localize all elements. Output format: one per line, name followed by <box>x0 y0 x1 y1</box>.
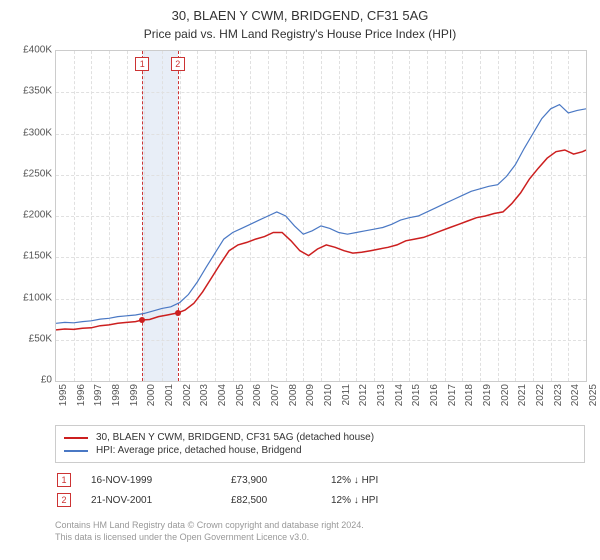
sale-marker-box: 2 <box>171 57 185 71</box>
x-tick-label: 2003 <box>199 384 210 420</box>
x-tick-label: 2024 <box>570 384 581 420</box>
x-tick-label: 2017 <box>447 384 458 420</box>
legend-swatch-property <box>64 437 88 439</box>
chart-container: 30, BLAEN Y CWM, BRIDGEND, CF31 5AG Pric… <box>0 0 600 560</box>
series-hpi <box>56 105 586 324</box>
sale-row-1: 1 16-NOV-1999 £73,900 12% ↓ HPI <box>55 470 585 490</box>
chart-subtitle: Price paid vs. HM Land Registry's House … <box>0 25 600 41</box>
x-tick-label: 2002 <box>182 384 193 420</box>
sale-marker-1: 1 <box>57 473 71 487</box>
legend-box: 30, BLAEN Y CWM, BRIDGEND, CF31 5AG (det… <box>55 425 585 463</box>
plot-area: 12 <box>55 50 587 382</box>
x-tick-label: 2011 <box>341 384 352 420</box>
x-tick-label: 2016 <box>429 384 440 420</box>
legend-label-hpi: HPI: Average price, detached house, Brid… <box>96 445 302 456</box>
x-tick-label: 1996 <box>76 384 87 420</box>
sale-dot <box>175 310 181 316</box>
x-tick-label: 2015 <box>411 384 422 420</box>
sale-diff-1: 12% ↓ HPI <box>331 475 451 486</box>
x-tick-label: 2004 <box>217 384 228 420</box>
x-tick-label: 2010 <box>323 384 334 420</box>
y-tick-label: £250K <box>4 168 52 179</box>
x-tick-label: 2013 <box>376 384 387 420</box>
y-tick-label: £400K <box>4 45 52 56</box>
x-tick-label: 2021 <box>517 384 528 420</box>
x-tick-label: 2001 <box>164 384 175 420</box>
legend-label-property: 30, BLAEN Y CWM, BRIDGEND, CF31 5AG (det… <box>96 432 374 443</box>
x-tick-label: 1995 <box>58 384 69 420</box>
y-tick-label: £350K <box>4 86 52 97</box>
y-tick-label: £100K <box>4 292 52 303</box>
x-tick-label: 2012 <box>358 384 369 420</box>
x-tick-label: 2006 <box>252 384 263 420</box>
y-tick-label: £300K <box>4 127 52 138</box>
footer-line-2: This data is licensed under the Open Gov… <box>55 532 585 544</box>
line-overlay <box>56 51 586 381</box>
y-tick-label: £200K <box>4 210 52 221</box>
x-tick-label: 2018 <box>464 384 475 420</box>
x-tick-label: 2022 <box>535 384 546 420</box>
x-tick-label: 2025 <box>588 384 599 420</box>
sales-table: 1 16-NOV-1999 £73,900 12% ↓ HPI 2 21-NOV… <box>55 470 585 510</box>
sale-date-1: 16-NOV-1999 <box>91 475 231 486</box>
chart-title: 30, BLAEN Y CWM, BRIDGEND, CF31 5AG <box>0 0 600 25</box>
sale-price-1: £73,900 <box>231 475 331 486</box>
x-tick-label: 2019 <box>482 384 493 420</box>
sale-price-2: £82,500 <box>231 495 331 506</box>
y-tick-label: £0 <box>4 375 52 386</box>
footer-line-1: Contains HM Land Registry data © Crown c… <box>55 520 585 532</box>
sale-marker-box: 1 <box>135 57 149 71</box>
x-tick-label: 1998 <box>111 384 122 420</box>
x-tick-label: 2020 <box>500 384 511 420</box>
sale-diff-2: 12% ↓ HPI <box>331 495 451 506</box>
x-tick-label: 2014 <box>394 384 405 420</box>
y-tick-label: £150K <box>4 251 52 262</box>
x-tick-label: 2000 <box>146 384 157 420</box>
x-tick-label: 2023 <box>553 384 564 420</box>
sale-marker-2: 2 <box>57 493 71 507</box>
sale-date-2: 21-NOV-2001 <box>91 495 231 506</box>
x-tick-label: 2007 <box>270 384 281 420</box>
legend-swatch-hpi <box>64 450 88 452</box>
x-tick-label: 1997 <box>93 384 104 420</box>
x-tick-label: 2009 <box>305 384 316 420</box>
x-tick-label: 2005 <box>235 384 246 420</box>
legend-row-property: 30, BLAEN Y CWM, BRIDGEND, CF31 5AG (det… <box>64 431 576 444</box>
legend-row-hpi: HPI: Average price, detached house, Brid… <box>64 444 576 457</box>
sale-row-2: 2 21-NOV-2001 £82,500 12% ↓ HPI <box>55 490 585 510</box>
y-tick-label: £50K <box>4 333 52 344</box>
x-tick-label: 1999 <box>129 384 140 420</box>
x-tick-label: 2008 <box>288 384 299 420</box>
footer-attribution: Contains HM Land Registry data © Crown c… <box>55 520 585 543</box>
sale-dot <box>139 317 145 323</box>
